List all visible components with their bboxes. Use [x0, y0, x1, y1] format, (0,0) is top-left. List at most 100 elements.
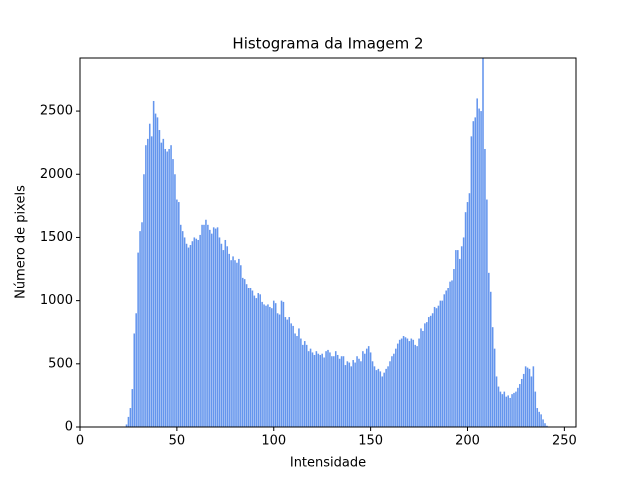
bar: [267, 304, 269, 427]
bar: [489, 291, 492, 427]
bar: [381, 376, 384, 427]
bar: [526, 367, 529, 427]
bar: [362, 351, 364, 427]
y-tick-label: 2500: [40, 104, 73, 119]
bar: [453, 269, 455, 427]
bar: [443, 294, 446, 427]
bar: [218, 237, 221, 427]
bar: [156, 117, 159, 427]
plot-frame: [79, 57, 577, 428]
bar: [230, 260, 232, 427]
bar: [300, 338, 302, 427]
bar: [398, 339, 401, 427]
bar: [406, 338, 409, 427]
bar: [437, 305, 440, 427]
bar: [207, 224, 209, 427]
bar: [412, 339, 415, 427]
bar: [480, 111, 482, 427]
bar: [486, 199, 488, 427]
bar: [296, 336, 298, 427]
bar: [389, 361, 391, 427]
bar: [251, 290, 254, 427]
bar: [427, 317, 430, 427]
bar: [131, 389, 134, 427]
bar: [342, 356, 345, 427]
bar: [152, 100, 155, 427]
bar: [135, 313, 137, 427]
bar: [410, 338, 413, 427]
bar: [166, 151, 168, 427]
bar: [276, 313, 279, 427]
bar: [451, 280, 453, 427]
bar: [263, 304, 265, 427]
bar: [129, 408, 132, 427]
bar: [274, 303, 277, 427]
bar: [472, 121, 475, 427]
bar: [154, 113, 157, 427]
bar: [457, 250, 459, 427]
bar: [336, 354, 339, 427]
bar: [497, 386, 500, 427]
bar: [294, 333, 296, 427]
bar: [245, 284, 248, 427]
bar: [209, 229, 211, 427]
bar: [350, 366, 353, 427]
bar: [191, 241, 194, 427]
bar: [424, 323, 426, 427]
bar: [534, 391, 537, 427]
bar: [150, 136, 153, 427]
bar: [476, 98, 478, 427]
bar: [203, 224, 205, 427]
bar: [499, 391, 502, 427]
bar: [205, 219, 207, 427]
bar: [238, 258, 240, 427]
x-tick-label: 100: [261, 434, 286, 449]
bar: [232, 256, 234, 427]
bar: [433, 306, 436, 427]
bar: [319, 354, 322, 427]
bar: [286, 319, 289, 427]
bar: [439, 300, 442, 427]
bar: [404, 337, 407, 427]
bar: [536, 408, 539, 427]
bar: [377, 368, 380, 427]
bar: [540, 414, 542, 427]
bar: [145, 145, 147, 427]
bar: [505, 396, 508, 427]
bar: [402, 336, 405, 427]
bar: [329, 352, 331, 427]
bar: [143, 174, 145, 427]
bar: [369, 352, 372, 427]
bar: [367, 346, 370, 427]
bar: [179, 224, 182, 427]
bar: [302, 344, 304, 427]
bar: [259, 294, 261, 427]
bar: [147, 138, 149, 427]
bar: [352, 360, 354, 427]
bar: [474, 117, 477, 427]
bar: [315, 351, 318, 427]
bar: [391, 356, 393, 427]
x-axis-label: Intensidade: [290, 456, 366, 471]
bar: [278, 314, 281, 427]
bar: [344, 365, 347, 427]
bar: [309, 348, 312, 427]
bar: [234, 260, 236, 427]
bar: [247, 287, 250, 427]
bar: [522, 373, 525, 427]
bar: [530, 376, 533, 427]
bar: [488, 272, 490, 427]
bar: [290, 323, 292, 427]
bar: [385, 368, 387, 427]
bar: [139, 231, 141, 427]
bar: [303, 341, 306, 427]
bar: [311, 352, 314, 427]
bar: [524, 366, 527, 427]
bar: [331, 356, 333, 427]
bar: [193, 237, 196, 427]
bar: [431, 313, 434, 427]
bar: [280, 300, 283, 427]
bar: [189, 245, 192, 427]
bar: [340, 356, 343, 427]
bar: [393, 353, 395, 427]
